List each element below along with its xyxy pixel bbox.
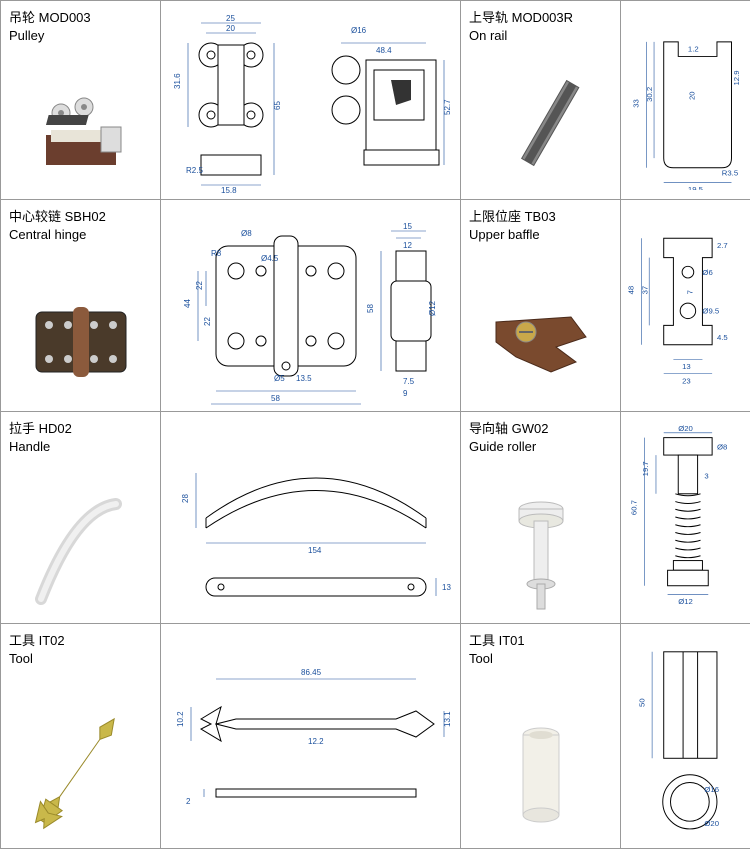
label-cn: 拉手 HD02 bbox=[9, 420, 152, 438]
dim: R8 bbox=[211, 249, 222, 258]
cell-tool02-drawing: 86.45 10.2 12.2 13.1 2 bbox=[161, 624, 461, 849]
dim: 58 bbox=[366, 303, 375, 312]
parts-catalog-grid: 吊轮 MOD003 Pulley 25 bbox=[0, 0, 750, 849]
dim: 15 bbox=[403, 222, 412, 231]
label-en: Handle bbox=[9, 438, 152, 456]
dim: 2 bbox=[186, 797, 191, 806]
dim: 7.5 bbox=[403, 377, 415, 386]
cell-hinge-drawing: Ø8 Ø4.5 R8 44 22 22 Ø5 13.5 58 60.8 15 bbox=[161, 200, 461, 412]
dim: R3.5 bbox=[722, 169, 738, 178]
cell-roller-label: 导向轴 GW02 Guide roller bbox=[461, 412, 621, 624]
cell-handle-drawing: 28 154 13 bbox=[161, 412, 461, 624]
handle-photo bbox=[1, 486, 160, 623]
dim: 13.1 bbox=[443, 710, 452, 726]
dim: 58 bbox=[271, 394, 280, 403]
cell-tool01-drawing: 50 Ø16 Ø20 bbox=[621, 624, 750, 849]
cell-handle-label: 拉手 HD02 Handle bbox=[1, 412, 161, 624]
dim: Ø20 bbox=[704, 819, 719, 828]
dim: 48 bbox=[627, 285, 636, 294]
dim: 1.2 bbox=[688, 45, 699, 54]
dim: Ø4.5 bbox=[261, 254, 279, 263]
roller-photo bbox=[461, 486, 620, 623]
label-cn: 中心较链 SBH02 bbox=[9, 208, 152, 226]
dim: 86.45 bbox=[301, 668, 322, 677]
cell-roller-drawing: Ø20 Ø8 19.7 3 60.7 Ø12 bbox=[621, 412, 750, 624]
rail-photo bbox=[461, 70, 620, 199]
dim: 13.5 bbox=[296, 374, 312, 383]
dim: 15.8 bbox=[221, 186, 237, 195]
dim: 28 bbox=[181, 493, 190, 502]
dim: Ø12 bbox=[428, 300, 437, 316]
dim: 52.7 bbox=[443, 99, 452, 115]
cell-baffle-label: 上限位座 TB03 Upper baffle bbox=[461, 200, 621, 412]
dim: 48.4 bbox=[376, 46, 392, 55]
label-en: Pulley bbox=[9, 27, 152, 45]
label-cn: 吊轮 MOD003 bbox=[9, 9, 152, 27]
dim: R2.5 bbox=[186, 166, 203, 175]
label-en: Guide roller bbox=[469, 438, 612, 456]
dim: Ø5 bbox=[274, 374, 285, 383]
dim: 25 bbox=[226, 14, 235, 23]
dim: 50 bbox=[637, 698, 646, 707]
dim: 60.7 bbox=[630, 500, 639, 515]
label-en: Upper baffle bbox=[469, 226, 612, 244]
dim: 9 bbox=[403, 389, 408, 398]
label-en: Tool bbox=[9, 650, 152, 668]
dim: 13 bbox=[682, 361, 691, 370]
baffle-photo bbox=[461, 274, 620, 411]
dim: Ø8 bbox=[241, 229, 252, 238]
dim: 20 bbox=[688, 91, 697, 100]
dim: 12 bbox=[403, 241, 412, 250]
cell-baffle-drawing: 2.7 48 37 Ø6 Ø9.5 7 4.5 13 23 bbox=[621, 200, 750, 412]
dim: 10.2 bbox=[176, 710, 185, 726]
dim: 12.9 bbox=[732, 70, 741, 85]
dim: Ø6 bbox=[702, 268, 712, 277]
dim: 12.2 bbox=[308, 737, 324, 746]
dim: 3 bbox=[704, 471, 708, 480]
dim: 19.5 bbox=[688, 185, 703, 190]
dim: 2.7 bbox=[717, 240, 728, 249]
cell-pulley-label: 吊轮 MOD003 Pulley bbox=[1, 1, 161, 200]
dim: Ø16 bbox=[704, 785, 719, 794]
dim: Ø12 bbox=[678, 597, 693, 606]
dim: 33 bbox=[632, 99, 641, 108]
dim: Ø9.5 bbox=[702, 306, 719, 315]
cell-tool02-label: 工具 IT02 Tool bbox=[1, 624, 161, 849]
dim: 20 bbox=[226, 24, 235, 33]
dim: Ø16 bbox=[351, 26, 367, 35]
pulley-photo bbox=[1, 70, 160, 199]
label-en: Tool bbox=[469, 650, 612, 668]
dim: 30.2 bbox=[645, 87, 654, 102]
cell-tool01-label: 工具 IT01 Tool bbox=[461, 624, 621, 849]
tool02-photo bbox=[1, 702, 160, 848]
cell-pulley-drawing: 25 20 31.6 65 R2.5 bbox=[161, 1, 461, 200]
dim: 44 bbox=[183, 298, 192, 307]
label-cn: 上限位座 TB03 bbox=[469, 208, 612, 226]
dim: 7 bbox=[686, 290, 695, 294]
tool01-photo bbox=[461, 702, 620, 848]
cell-hinge-label: 中心较链 SBH02 Central hinge bbox=[1, 200, 161, 412]
dim: 22 bbox=[203, 316, 212, 325]
dim: 31.6 bbox=[173, 73, 182, 89]
label-cn: 导向轴 GW02 bbox=[469, 420, 612, 438]
dim: 4.5 bbox=[717, 332, 728, 341]
label-cn: 工具 IT01 bbox=[469, 632, 612, 650]
dim: Ø20 bbox=[678, 424, 693, 433]
cell-rail-drawing: 33 30.2 20 1.2 12.9 R3.5 19.5 bbox=[621, 1, 750, 200]
cell-rail-label: 上导轨 MOD003R On rail bbox=[461, 1, 621, 200]
dim: 19.7 bbox=[641, 461, 650, 476]
hinge-photo bbox=[1, 274, 160, 411]
label-cn: 工具 IT02 bbox=[9, 632, 152, 650]
dim: 37 bbox=[640, 285, 649, 294]
dim: 154 bbox=[308, 546, 322, 555]
label-cn: 上导轨 MOD003R bbox=[469, 9, 612, 27]
label-en: Central hinge bbox=[9, 226, 152, 244]
dim: 23 bbox=[682, 376, 691, 385]
label-en: On rail bbox=[469, 27, 612, 45]
dim: 13 bbox=[442, 583, 451, 592]
dim: Ø8 bbox=[717, 442, 727, 451]
dim: 22 bbox=[195, 280, 204, 289]
dim: 65 bbox=[273, 101, 282, 110]
